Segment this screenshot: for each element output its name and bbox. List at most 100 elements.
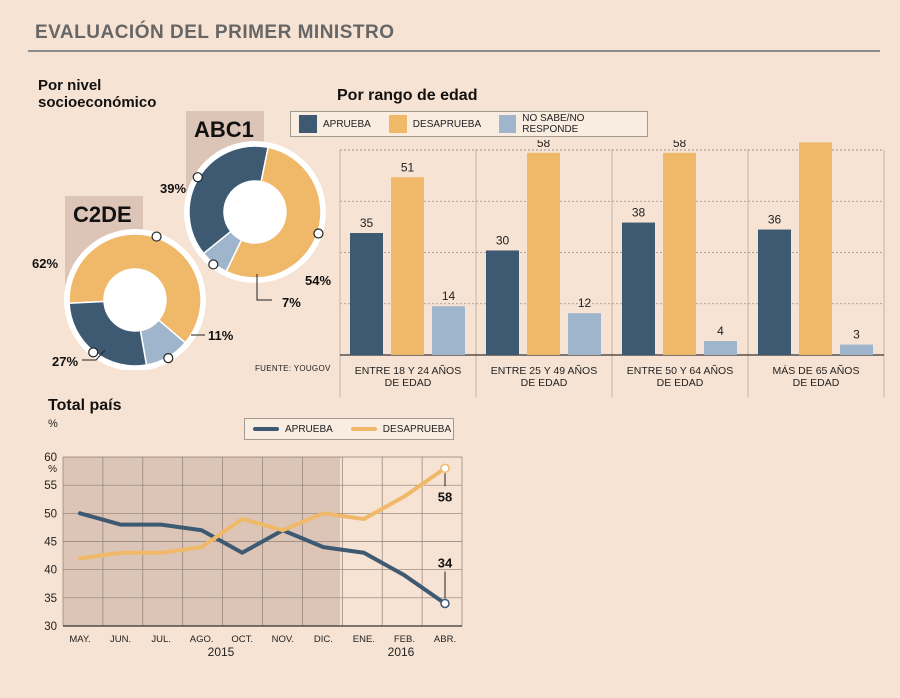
total-legend-desaprueba: DESAPRUEBA: [350, 423, 452, 435]
line-end-label-aprueba: 34: [438, 555, 453, 570]
line-series-desaprueba: [78, 466, 447, 561]
line-unit-label: %: [48, 464, 57, 475]
socio-title: Por nivel socioeconómico: [38, 77, 156, 111]
bar-value-desaprueba: 58: [537, 140, 551, 150]
donut-c2de: C2DE 62% 11% 27%: [32, 196, 234, 370]
donut-value-desaprueba: 54%: [305, 273, 331, 288]
bar-value-aprueba: 35: [360, 216, 374, 230]
line-endpoint-desaprueba: [440, 463, 450, 474]
donut-value-desaprueba: 62%: [32, 256, 58, 271]
total-legend-swatch-aprueba: [253, 427, 279, 431]
donut-hole: [224, 181, 286, 243]
line-xtick: JUN.: [110, 634, 131, 645]
bar-aprueba: [350, 233, 383, 355]
bar-value-aprueba: 38: [632, 206, 646, 220]
donut-marker-desaprueba: [313, 228, 324, 239]
total-legend-swatch-desaprueba: [350, 427, 377, 431]
bar-category-label: MÁS DE 65 AÑOS: [773, 364, 860, 377]
bar-value-ns: 3: [853, 328, 860, 342]
age-title: Por rango de edad: [337, 87, 478, 104]
bar-ns: [840, 344, 873, 355]
line-xtick: ABR.: [434, 634, 456, 645]
total-title: Total país: [48, 397, 122, 414]
total-legend-label-desaprueba: DESAPRUEBA: [382, 423, 452, 435]
donut-marker-ns: [208, 259, 219, 270]
line-xtick: DIC.: [314, 634, 333, 645]
bar-category-label: ENTRE 25 Y 49 AÑOS: [491, 364, 597, 377]
total-legend: APRUEBA DESAPRUEBA: [244, 418, 454, 440]
donut-marker-ns: [163, 353, 174, 364]
bar-ns: [568, 313, 601, 355]
line-ytick: 50: [44, 508, 57, 520]
line-ytick: 60: [44, 452, 57, 464]
source-note: FUENTE: YOUGOV: [255, 364, 331, 373]
line-xtick: OCT.: [231, 634, 253, 645]
total-line-chart: 30 35 40 45 50 55 60% MAY. JUN. JUL. AGO. OCT. NOV. D…: [44, 452, 463, 659]
line-xtick: MAY.: [69, 634, 90, 645]
donut-value-ns: 7%: [282, 295, 301, 310]
bar-value-ns: 4: [717, 324, 724, 338]
legend-item-ns: NO SABE/NO RESPONDE: [499, 113, 637, 135]
donut-marker-aprueba: [192, 172, 203, 183]
line-ytick: 35: [44, 593, 57, 605]
line-year-2015: 2015: [208, 645, 235, 659]
line-year-2016: 2016: [388, 645, 415, 659]
bar-value-ns: 14: [442, 289, 456, 303]
bar-ns: [704, 341, 737, 355]
bar-value-aprueba: 36: [768, 213, 782, 227]
line-xtick: ENE.: [353, 634, 375, 645]
bar-desaprueba: [663, 152, 696, 355]
bar-value-aprueba: 30: [496, 233, 510, 247]
donut-label-c2de: C2DE: [73, 202, 132, 227]
total-legend-label-aprueba: APRUEBA: [285, 423, 333, 435]
bar-category-label: DE EDAD: [657, 377, 704, 389]
donut-marker-desaprueba: [151, 231, 162, 242]
legend-swatch-desaprueba: [388, 115, 407, 133]
total-legend-aprueba: APRUEBA: [253, 424, 333, 435]
bar-value-desaprueba: 51: [401, 160, 415, 174]
line-xtick: FEB.: [394, 634, 415, 645]
line-ytick: 40: [44, 565, 57, 577]
age-legend: APRUEBA DESAPRUEBA NO SABE/NO RESPONDE: [290, 111, 648, 137]
donut-value-ns: 11%: [208, 328, 234, 343]
bar-value-ns: 12: [578, 296, 592, 310]
donut-label-abc1: ABC1: [194, 117, 254, 142]
bar-aprueba: [758, 229, 791, 355]
legend-item-desaprueba: DESAPRUEBA: [388, 115, 482, 133]
bar-category-label: DE EDAD: [793, 377, 840, 389]
donut-charts: ABC1 39% 54% 7% C2DE 62% 11% 27%: [32, 111, 331, 370]
bar-value-desaprueba: 58: [673, 140, 687, 150]
line-endpoint-aprueba: [440, 598, 450, 609]
total-unit: %: [48, 418, 58, 430]
legend-label-desaprueba: DESAPRUEBA: [412, 118, 482, 130]
bar-category-label: ENTRE 18 Y 24 AÑOS: [355, 364, 461, 377]
line-ytick: 55: [44, 480, 57, 492]
line-ytick: 45: [44, 537, 57, 549]
donut-hole: [104, 269, 166, 331]
bar-aprueba: [622, 222, 655, 355]
bar-desaprueba: [799, 142, 832, 355]
donut-leader-ns: [256, 274, 272, 301]
bar-category-label: ENTRE 50 Y 64 AÑOS: [627, 364, 733, 377]
line-xtick: NOV.: [272, 634, 294, 645]
donut-value-aprueba: 39%: [160, 181, 186, 196]
legend-item-aprueba: APRUEBA: [299, 115, 371, 133]
socio-title-line2: socioeconómico: [38, 94, 157, 111]
bar-ns: [432, 306, 465, 355]
legend-swatch-ns: [499, 115, 517, 133]
bar-category-label: DE EDAD: [385, 377, 432, 389]
line-xtick: JUL.: [151, 634, 171, 645]
donut-value-aprueba: 27%: [52, 354, 78, 369]
line-xtick: AGO.: [190, 634, 214, 645]
legend-swatch-aprueba: [299, 115, 317, 133]
line-series-aprueba: [78, 511, 447, 606]
socio-title-line1: Por nivel: [38, 77, 102, 94]
page-title: EVALUACIÓN DEL PRIMER MINISTRO: [35, 22, 395, 43]
line-end-label-desaprueba: 58: [438, 489, 452, 504]
bar-category-label: DE EDAD: [521, 377, 568, 389]
donut-abc1: ABC1 39% 54% 7%: [160, 111, 331, 310]
legend-label-ns: NO SABE/NO RESPONDE: [522, 113, 585, 135]
line-ytick: 30: [44, 621, 57, 633]
bar-aprueba: [486, 250, 519, 355]
